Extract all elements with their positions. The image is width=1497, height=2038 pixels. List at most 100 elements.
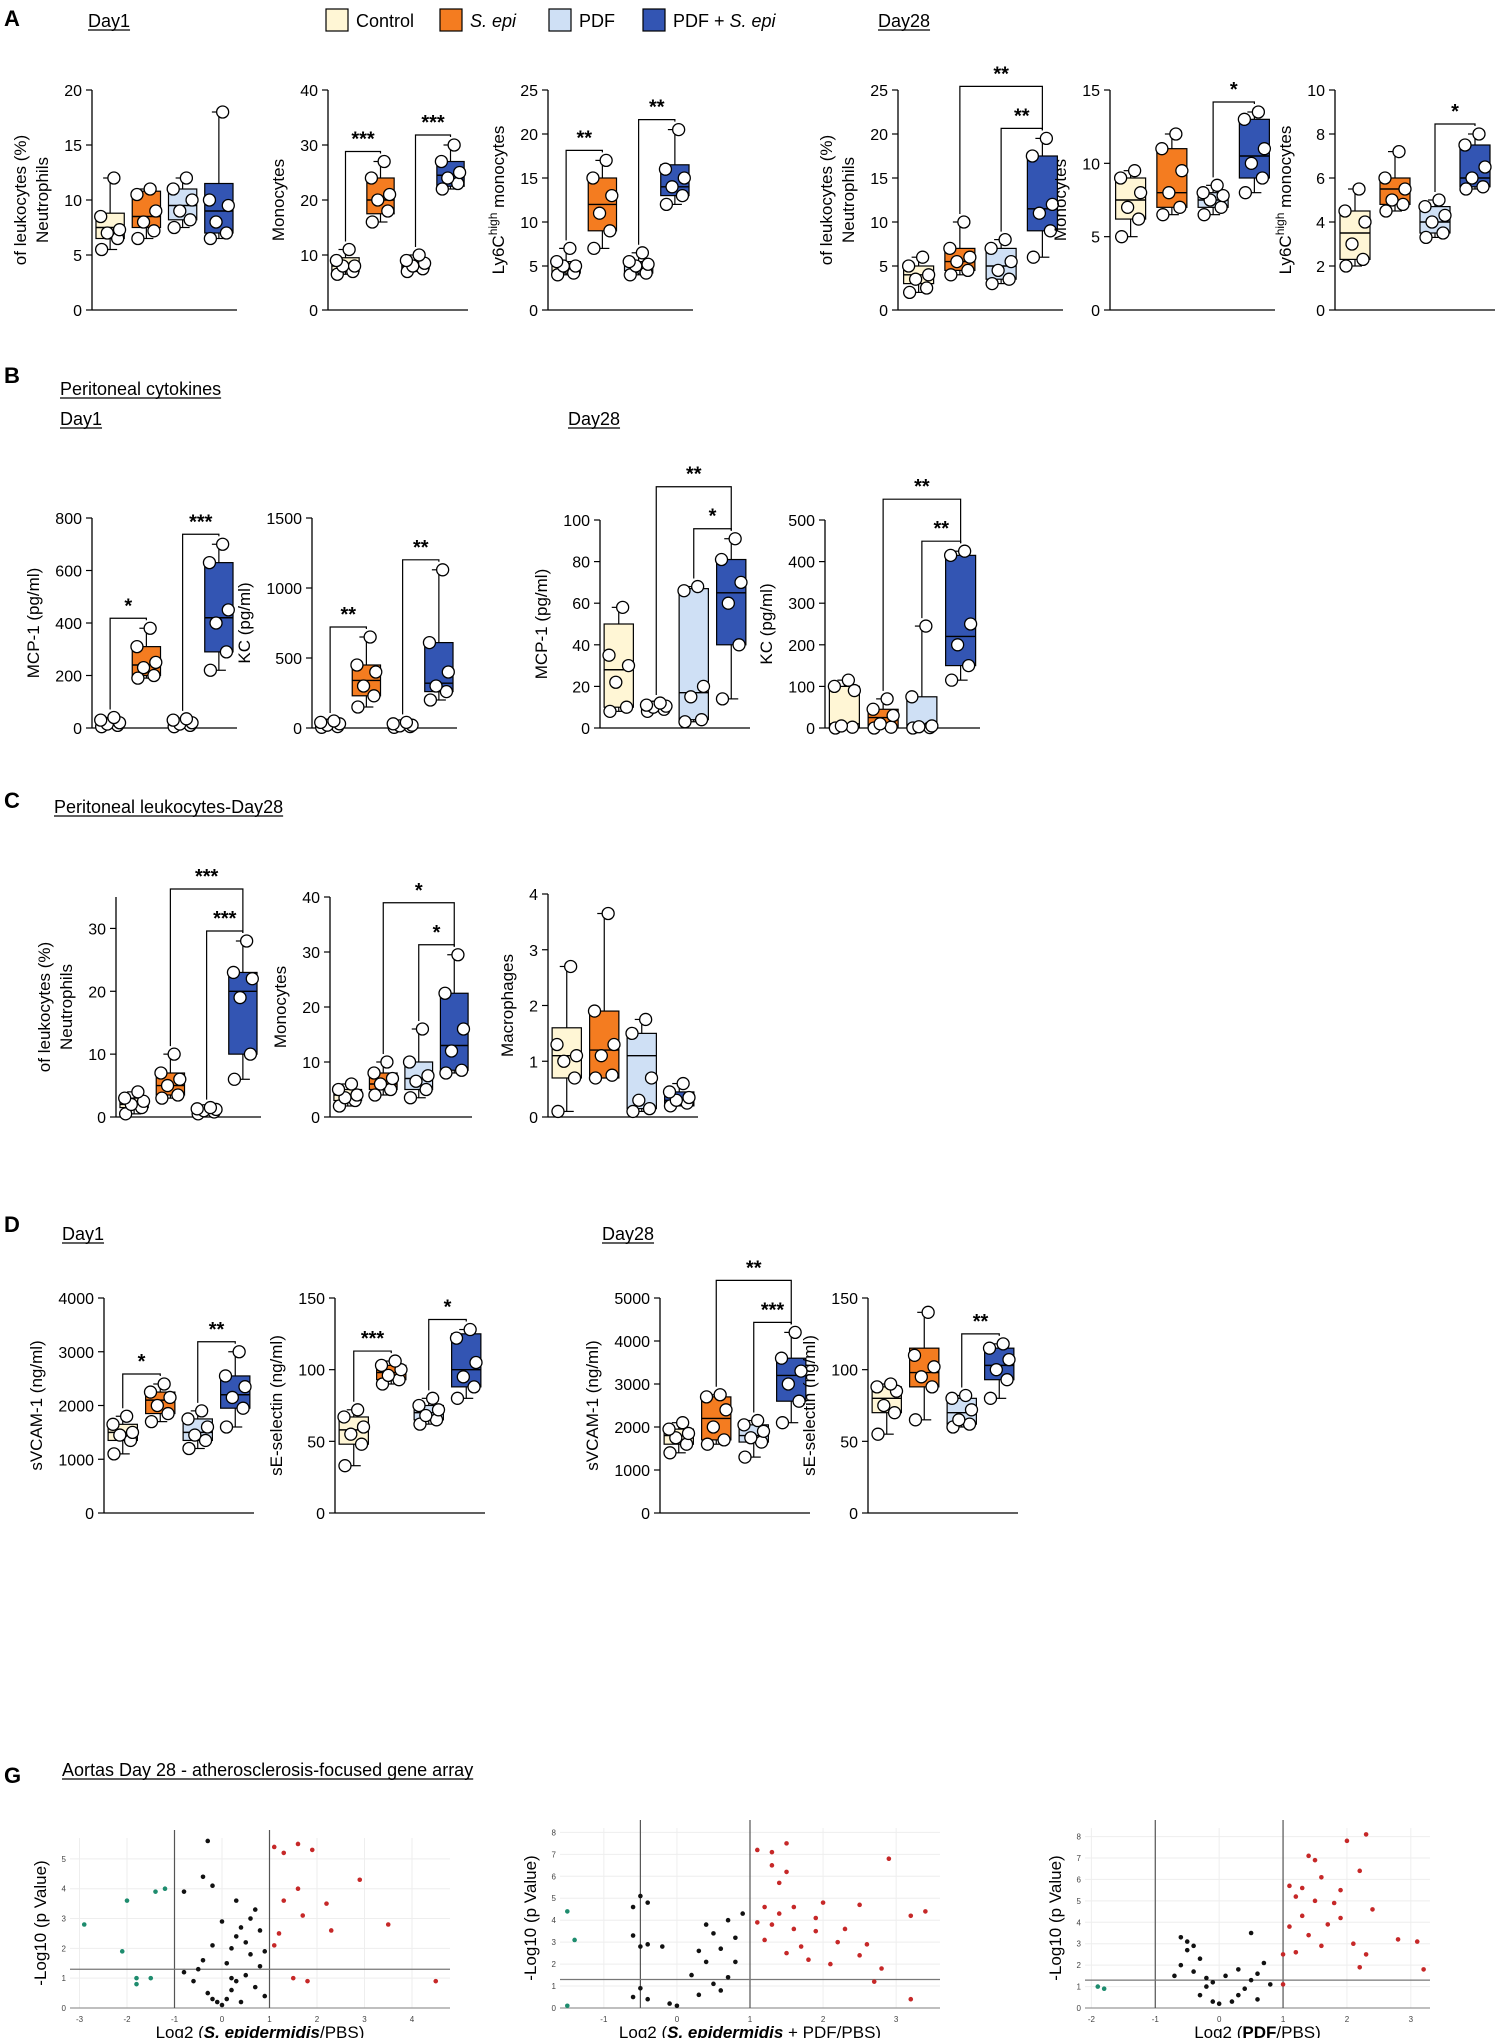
significance-stars: *: [138, 1351, 146, 1373]
gene-point: [1331, 1900, 1337, 1906]
gene-point: [733, 1959, 738, 1965]
box-s-epi: [154, 1047, 187, 1105]
data-point: [961, 263, 975, 278]
legend-text: PDF +: [673, 11, 730, 31]
y-tick-label: 1: [1077, 1983, 1082, 1992]
data-point: [439, 684, 454, 699]
data-point: [781, 1377, 795, 1391]
data-point: [449, 1331, 464, 1345]
data-point: [161, 1406, 175, 1421]
data-point: [845, 720, 860, 734]
data-point: [1419, 230, 1433, 245]
data-point: [991, 263, 1005, 278]
x-label-part: + PDF/PBS): [783, 2023, 881, 2038]
significance-stars: **: [576, 127, 592, 149]
data-point: [607, 1037, 621, 1052]
data-point: [957, 215, 971, 229]
data-point: [107, 171, 121, 185]
y-tick-label: 80: [572, 555, 590, 572]
data-point: [557, 1054, 571, 1068]
y-tick-label: 0: [552, 2004, 557, 2013]
data-point: [107, 1447, 121, 1461]
data-point: [696, 679, 711, 694]
bracket-line: [197, 1341, 236, 1403]
legend-swatch: [325, 8, 349, 32]
data-point: [1352, 182, 1366, 196]
data-point: [1244, 156, 1259, 170]
y-tick-label: 20: [572, 679, 590, 696]
data-point: [120, 1409, 134, 1423]
data-point: [144, 1414, 159, 1429]
box-body: [603, 623, 634, 708]
data-point: [1392, 144, 1406, 159]
data-point: [363, 630, 377, 644]
data-point: [203, 1100, 218, 1115]
gene-point: [1287, 1883, 1292, 1889]
y-axis-label: -Log10 (p Value): [1046, 1855, 1065, 1980]
y-tick-label: 0: [97, 1110, 106, 1127]
data-point: [907, 1348, 922, 1362]
data-point: [136, 215, 151, 229]
data-point: [1237, 112, 1252, 126]
box-s-epi: [639, 696, 673, 719]
y-tick-label: 10: [870, 215, 888, 232]
data-point: [423, 693, 438, 707]
y-tick-label: 5: [1077, 1897, 1082, 1906]
data-point: [469, 1355, 483, 1370]
section-letter-d: D: [4, 1212, 20, 1237]
gene-point: [1267, 1982, 1273, 1987]
y-tick-label: 40: [572, 638, 590, 655]
gene-point: [200, 1874, 206, 1880]
gene-point: [740, 1911, 745, 1916]
data-point: [927, 1360, 941, 1374]
data-point: [564, 959, 578, 974]
bracket-line: [655, 486, 732, 696]
y-tick-label: 25: [870, 83, 888, 100]
y-tick-label: 100: [563, 513, 590, 530]
data-point: [1216, 188, 1230, 203]
significance-stars: *: [415, 880, 423, 902]
data-point: [1197, 208, 1211, 222]
box-control: [662, 1416, 696, 1460]
y-tick-label: 3: [552, 1938, 557, 1947]
data-point: [331, 1082, 346, 1097]
box-s-epi: [907, 1305, 941, 1427]
data-point: [1339, 259, 1353, 273]
data-point: [356, 679, 371, 693]
y-tick-label: 5: [62, 1855, 67, 1864]
data-point: [887, 1406, 902, 1420]
data-point: [166, 182, 180, 196]
significance-bracket: ***: [169, 866, 244, 1047]
data-point: [344, 1427, 358, 1441]
y-tick-label: 0: [1316, 303, 1325, 320]
box-pdf: [905, 619, 939, 735]
data-point: [369, 665, 383, 679]
gene-point: [762, 1904, 767, 1910]
y-tick-label: 4000: [614, 1334, 650, 1351]
x-tick-label: 0: [220, 2015, 225, 2024]
significance-stars: ***: [361, 1328, 385, 1350]
data-point: [1438, 208, 1452, 223]
y-tick-label: 2: [62, 1944, 67, 1953]
gene-point: [305, 1978, 310, 1984]
significance-bracket: *: [109, 595, 147, 710]
x-tick-label: 2: [821, 2015, 826, 2024]
data-point: [873, 717, 887, 731]
gene-point: [324, 1901, 329, 1906]
data-point: [877, 1398, 891, 1413]
x-label-part: /PBS): [1276, 2023, 1320, 2038]
significance-stars: *: [1451, 101, 1459, 123]
gene-point: [711, 1931, 716, 1936]
gene-point: [214, 1999, 220, 2005]
box-pdf-s-epi: [226, 934, 259, 1086]
data-point: [155, 1091, 169, 1105]
gene-point: [271, 1943, 277, 1948]
data-point: [616, 600, 630, 615]
data-point: [619, 700, 634, 714]
box-s-epi: [586, 153, 619, 256]
y-axis-label: KC (pg/ml): [757, 583, 776, 664]
y-tick-label: 8: [552, 1828, 557, 1837]
